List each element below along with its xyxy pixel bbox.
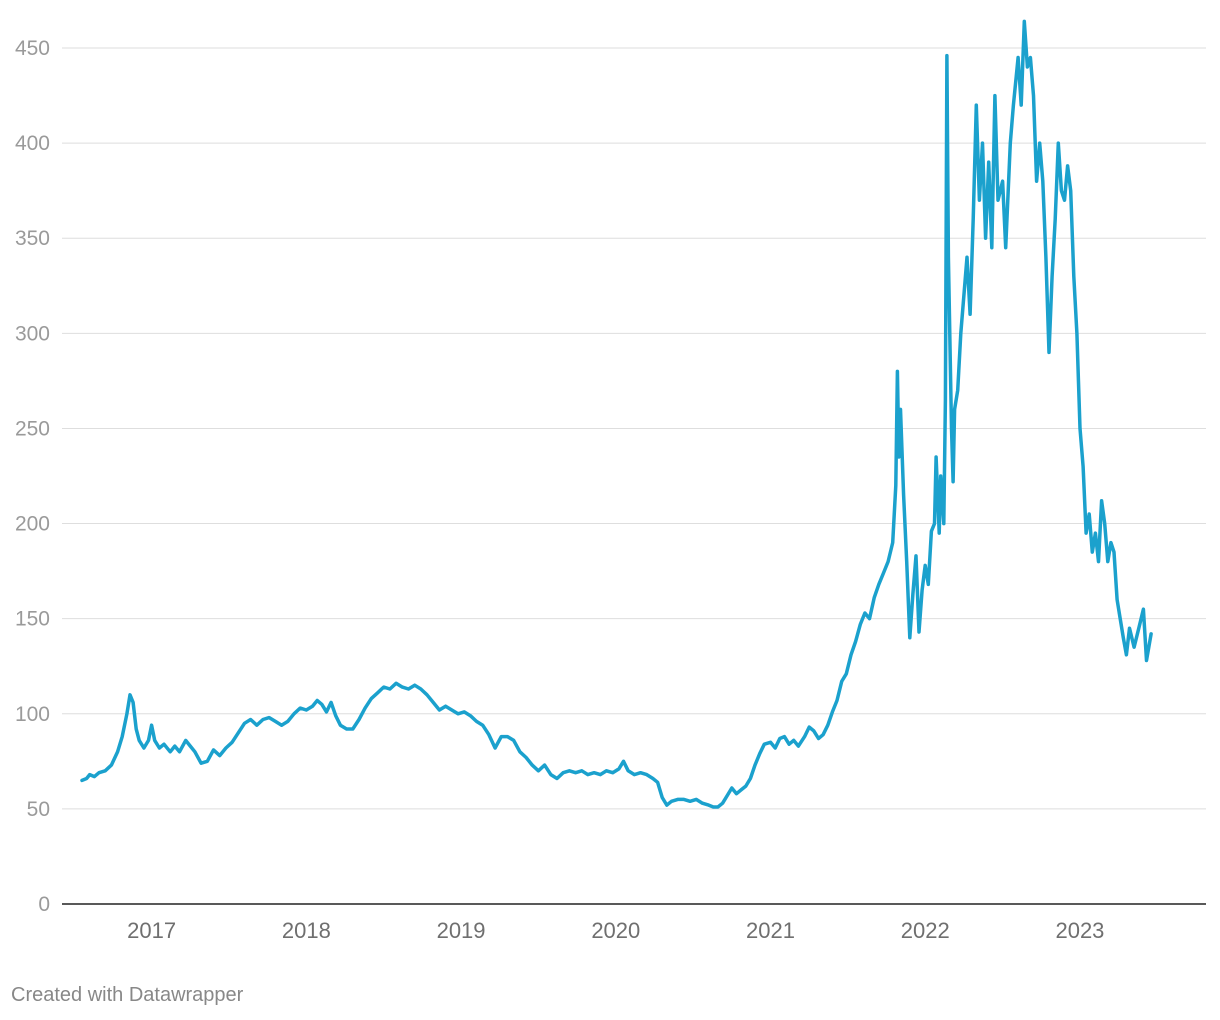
x-tick-label-2018: 2018	[282, 918, 331, 943]
x-tick-label-2017: 2017	[127, 918, 176, 943]
series-group	[80, 19, 1153, 809]
y-tick-label: 200	[15, 513, 50, 536]
x-tick-label-2020: 2020	[591, 918, 640, 943]
x-axis: 2017 2018 2019 2020 2021 2022 2023	[127, 918, 1104, 943]
y-tick-label: 100	[15, 703, 50, 726]
y-tick-label: 450	[15, 37, 50, 60]
x-tick-label-2023: 2023	[1055, 918, 1104, 943]
y-tick-label: 400	[15, 132, 50, 155]
y-tick-label: 250	[15, 417, 50, 440]
y-tick-label: 150	[15, 608, 50, 631]
x-tick-label-2019: 2019	[437, 918, 486, 943]
y-tick-label: 350	[15, 227, 50, 250]
y-tick-label: 0	[38, 893, 50, 916]
y-tick-label: 50	[27, 798, 50, 821]
series-line-0	[80, 19, 1153, 809]
y-tick-label: 300	[15, 322, 50, 345]
x-tick-label-2022: 2022	[901, 918, 950, 943]
y-axis: 0 50 100 150 200 250 300 350 400 450	[15, 37, 50, 916]
x-tick-label-2021: 2021	[746, 918, 795, 943]
footer-credit: Created with Datawrapper	[11, 984, 244, 1006]
gridlines	[62, 47, 1206, 810]
